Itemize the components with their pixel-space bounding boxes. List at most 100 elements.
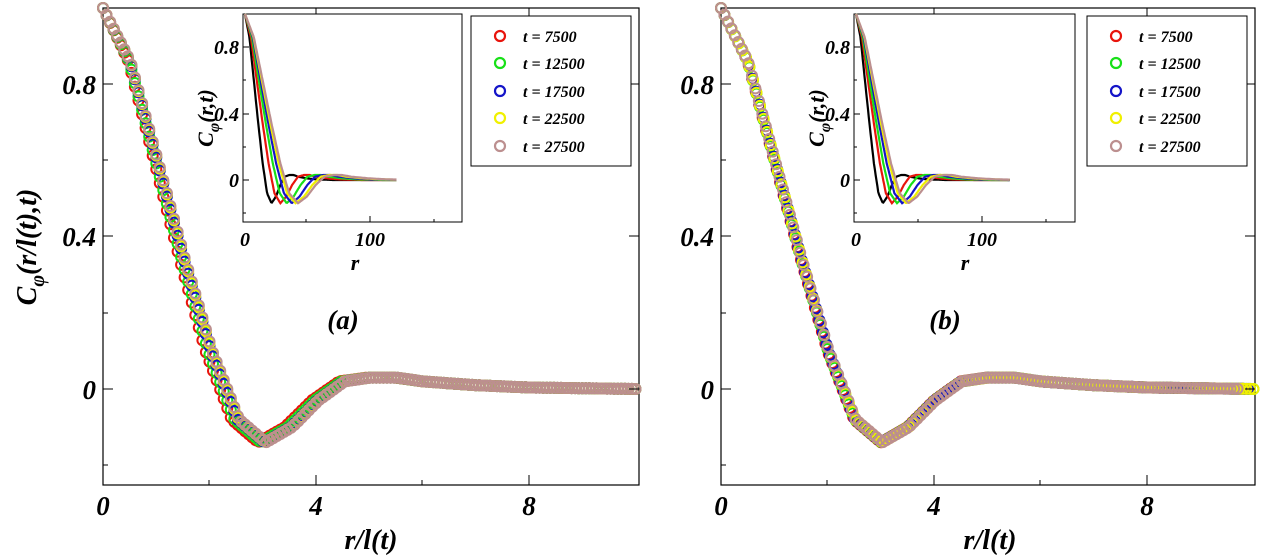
data-point: [778, 191, 791, 204]
panel-a: 0 0.4 0.8 0 4 8 r/l(t) Cφ(r/l(t),t) (a) …: [12, 2, 642, 556]
data-point: [859, 422, 872, 434]
data-point: [818, 329, 831, 342]
data-point: [904, 419, 917, 432]
data-point: [763, 132, 776, 145]
panel-a-inset-frame: [242, 13, 463, 223]
panel-b-inset-ticks: [854, 46, 1047, 222]
data-point: [143, 122, 156, 135]
data-point: [752, 95, 765, 107]
data-point: [794, 246, 807, 259]
data-point: [907, 416, 920, 429]
data-point: [790, 234, 803, 247]
data-point: [168, 212, 180, 225]
data-point: [852, 416, 865, 429]
data-point: [766, 145, 779, 158]
legend-label: t = 22500: [1139, 111, 1201, 128]
data-point: [757, 112, 770, 125]
panel-b-legend: t = 7500 t = 12500 t = 17500 t = 22500 t…: [1086, 15, 1248, 167]
data-point: [761, 125, 774, 138]
legend-marker: [1109, 139, 1123, 153]
data-point: [768, 152, 781, 164]
data-point: [239, 418, 251, 431]
panel-a-points: [97, 2, 642, 449]
data-point: [111, 29, 124, 42]
data-point: [746, 69, 758, 82]
panel-b-inset-xtick: 100: [967, 229, 997, 251]
data-point: [175, 238, 188, 251]
legend-label: t = 12500: [1139, 56, 1201, 73]
data-point: [182, 263, 195, 276]
panel-b-xtick: 8: [1140, 491, 1154, 521]
panel-a-inset-xlabel: r: [351, 250, 360, 275]
panel-b-label: (b): [929, 305, 960, 335]
panel-b-inset-xtick: 0: [851, 229, 861, 251]
data-point: [199, 323, 212, 336]
data-point: [775, 178, 788, 191]
panel-a-inset-ytick: 0: [229, 170, 239, 192]
panel-b-inset-lines: [854, 13, 1010, 206]
data-point: [295, 411, 308, 424]
panel-a-inset-ylabel: Cφ(r,t): [193, 89, 223, 147]
panel-b-inset-ytick: 0.4: [825, 104, 850, 126]
data-point: [100, 8, 113, 21]
legend-marker: [1109, 111, 1123, 125]
legend-marker: [1109, 29, 1123, 43]
data-point: [160, 187, 173, 199]
legend-marker: [493, 56, 507, 70]
panel-b-xlabel: r/l(t): [964, 525, 1017, 556]
data-point: [153, 161, 166, 174]
data-point: [185, 275, 198, 288]
data-point: [783, 208, 796, 221]
legend-marker: [493, 111, 507, 125]
data-point: [107, 22, 120, 35]
data-point: [104, 15, 117, 28]
legend-label: t = 27500: [1139, 139, 1201, 156]
data-point: [292, 415, 305, 428]
data-point: [764, 139, 777, 151]
panel-b-inset-frame: [853, 13, 1076, 223]
data-point: [756, 107, 769, 120]
data-point: [742, 57, 755, 70]
panel-a-inset-xtick: 0: [240, 229, 250, 251]
data-point: [136, 97, 149, 110]
panel-a-legend: t = 7500 t = 12500 t = 17500 t = 22500 t…: [470, 15, 632, 167]
data-point: [306, 400, 319, 413]
data-point: [797, 259, 810, 271]
data-point: [1231, 382, 1244, 395]
legend-label: t = 22500: [523, 111, 585, 128]
data-point: [118, 43, 131, 56]
data-point: [132, 84, 145, 97]
data-point: [863, 424, 876, 437]
legend-marker: [493, 29, 507, 43]
panel-b-xtick: 0: [714, 491, 728, 521]
data-point: [773, 170, 786, 183]
data-point: [196, 311, 209, 324]
legend-label: t = 7500: [523, 29, 577, 46]
panel-b-ytick: 0.4: [680, 222, 714, 252]
data-point: [146, 135, 159, 148]
data-point: [310, 397, 322, 410]
data-point: [128, 71, 141, 84]
data-point: [911, 412, 924, 425]
panel-a-frame: [102, 7, 640, 486]
data-point: [725, 22, 738, 35]
data-point: [804, 282, 817, 295]
data-point: [1224, 382, 1237, 395]
data-point: [759, 120, 772, 133]
legend-marker: [1109, 84, 1123, 98]
data-point: [780, 196, 793, 209]
panel-b-ticks: [721, 8, 1255, 485]
panel-a-xlabel: r/l(t): [345, 525, 398, 556]
data-point: [814, 317, 827, 330]
panel-a-inset-ytick: 0.8: [214, 37, 239, 59]
panel-b-xtick: 4: [926, 491, 941, 521]
data-point: [164, 199, 177, 212]
data-point: [777, 183, 789, 196]
data-point: [203, 335, 216, 348]
data-point: [914, 409, 927, 422]
legend-marker: [1109, 56, 1123, 70]
data-point: [285, 421, 298, 434]
panel-b-inset-ylabel: Cφ(r,t): [804, 89, 834, 147]
data-point: [771, 165, 784, 178]
legend-label: t = 17500: [1139, 84, 1201, 101]
